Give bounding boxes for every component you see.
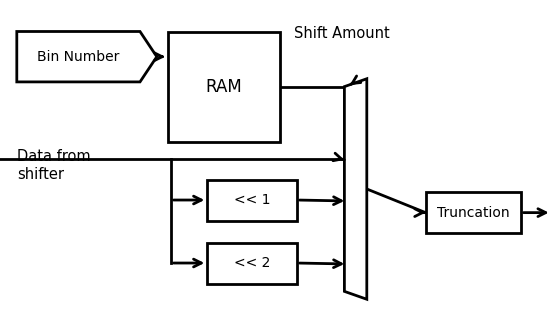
Text: Shift Amount: Shift Amount	[294, 26, 390, 41]
FancyBboxPatch shape	[168, 32, 280, 142]
Text: << 1: << 1	[234, 193, 270, 207]
Polygon shape	[17, 32, 157, 82]
FancyBboxPatch shape	[207, 180, 297, 220]
Polygon shape	[344, 79, 367, 299]
Text: Data from
shifter: Data from shifter	[17, 149, 90, 181]
FancyBboxPatch shape	[207, 243, 297, 284]
FancyBboxPatch shape	[426, 192, 521, 233]
Text: << 2: << 2	[234, 256, 270, 270]
Text: RAM: RAM	[206, 77, 242, 96]
Text: Truncation: Truncation	[437, 206, 510, 220]
Text: Bin Number: Bin Number	[37, 50, 120, 64]
